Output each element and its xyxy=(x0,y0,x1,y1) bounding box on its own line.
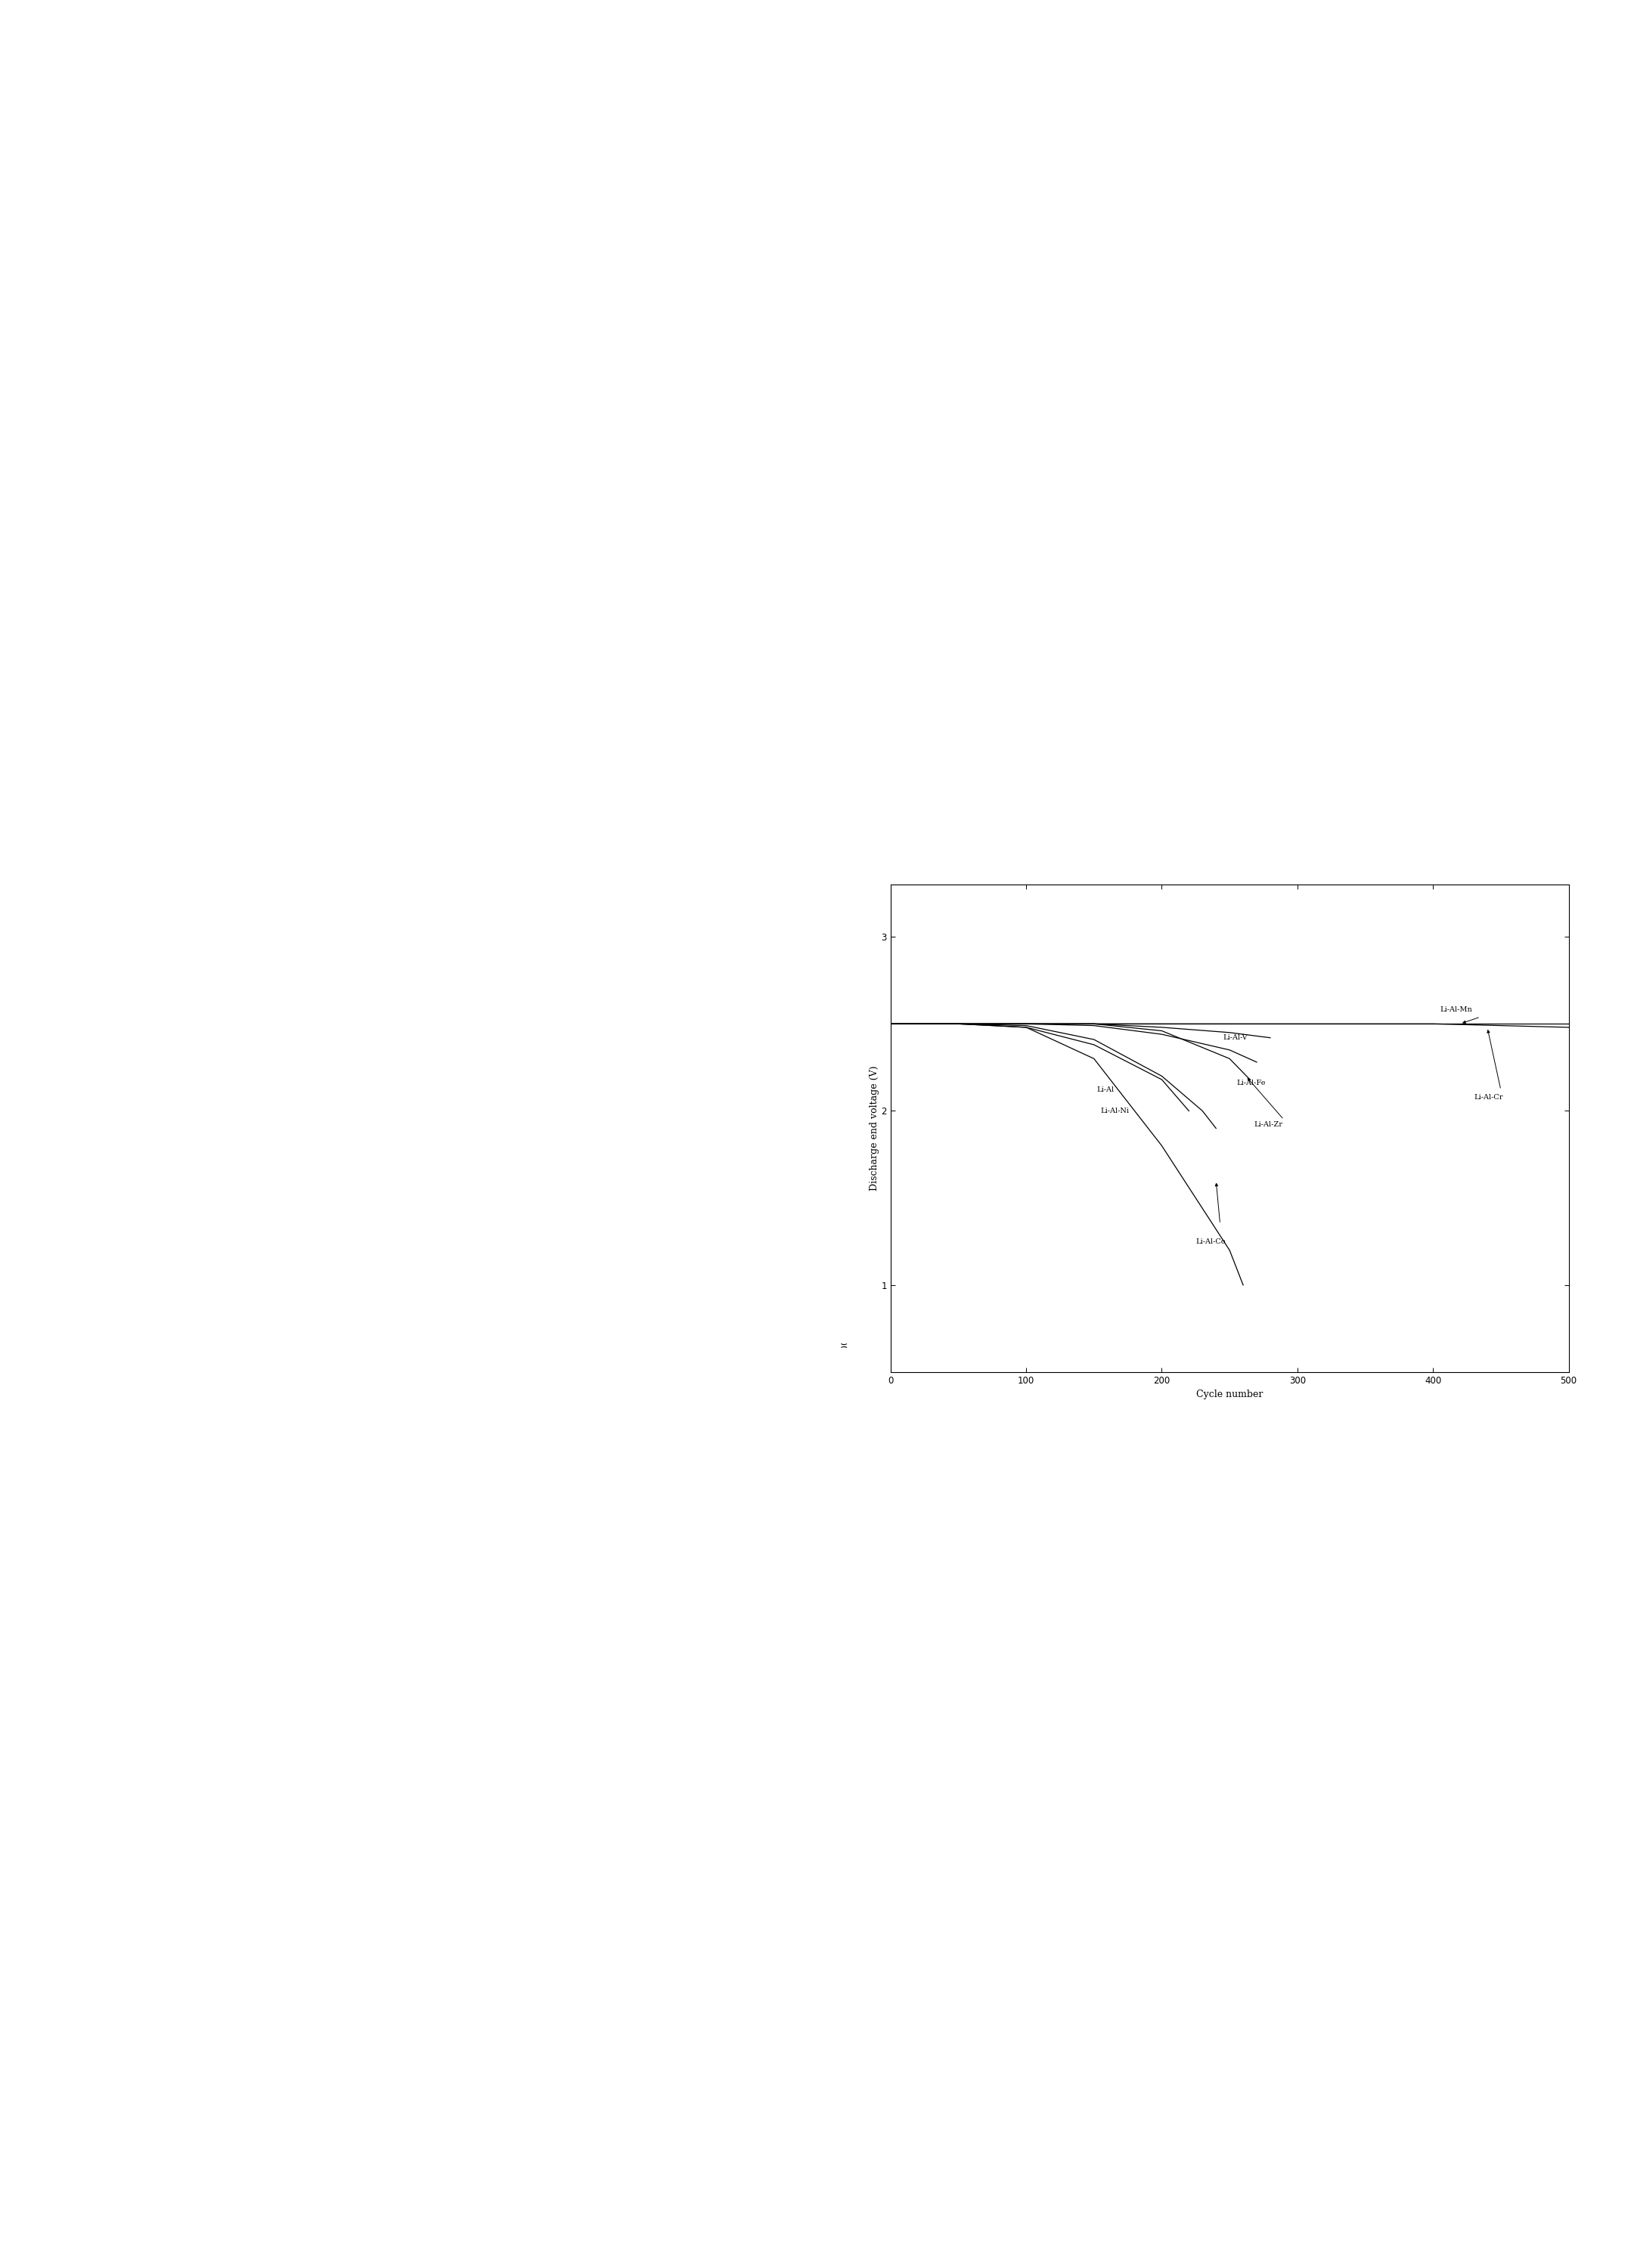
Text: Li-Al: Li-Al xyxy=(1096,1086,1114,1093)
Text: Li-Al-V: Li-Al-V xyxy=(1222,1034,1247,1041)
X-axis label: Cycle number: Cycle number xyxy=(1196,1390,1263,1399)
Text: Li-Al-Mn: Li-Al-Mn xyxy=(1440,1007,1472,1014)
Text: $\asymp$: $\asymp$ xyxy=(838,1340,848,1352)
Text: Li-Al-Co: Li-Al-Co xyxy=(1196,1238,1226,1245)
Text: Li-Al-Ni: Li-Al-Ni xyxy=(1101,1107,1129,1114)
Y-axis label: Discharge end voltage (V): Discharge end voltage (V) xyxy=(869,1066,879,1191)
Text: Li-Al-Cr: Li-Al-Cr xyxy=(1474,1093,1503,1100)
Text: Li-Al-Fe: Li-Al-Fe xyxy=(1237,1080,1265,1086)
Text: Li-Al-Zr: Li-Al-Zr xyxy=(1253,1120,1283,1127)
